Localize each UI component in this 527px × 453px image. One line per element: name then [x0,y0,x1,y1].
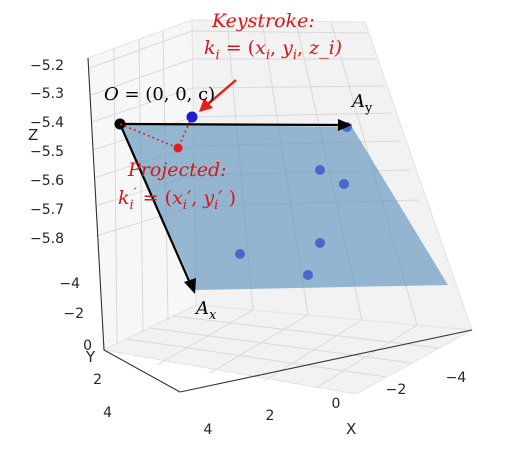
vector-ay-line [120,124,340,125]
projected-title: Projected: [127,159,227,181]
projected-point [174,144,183,153]
z-tick-label: −5.2 [30,58,64,74]
x-tick-label: 0 [332,396,341,412]
x-axis-label: X [346,420,356,438]
data-point [315,238,325,248]
z-tick-label: −5.5 [30,144,64,160]
y-tick-label: 4 [103,405,112,421]
origin-label: O = (0, 0, c) [104,84,215,105]
y-tick-label: −2 [63,306,84,322]
data-point [303,270,313,280]
y-tick-label: −4 [59,276,80,292]
z-tick-label: −5.8 [30,231,64,247]
z-tick-labels: −5.2−5.3−5.4−5.5−5.6−5.7−5.8 [30,58,64,247]
y-axis-label: Y [85,348,96,366]
data-point [339,179,349,189]
keystroke-title: Keystroke: [211,10,315,32]
x-tick-label: 4 [204,422,213,438]
x-tick-label: 2 [266,408,275,424]
data-point [235,249,245,259]
data-point [315,165,325,175]
x-tick-label: −2 [386,382,407,398]
y-tick-label: 2 [93,372,102,388]
x-tick-label: −4 [446,370,467,386]
z-tick-label: −5.7 [30,202,64,218]
z-tick-label: −5.3 [30,86,64,102]
projected-formula: ki′ = (xi′, yi′ ) [118,186,236,213]
z-axis-label: Z [28,126,38,144]
z-tick-label: −5.6 [30,173,64,189]
keystroke-point [187,112,198,123]
